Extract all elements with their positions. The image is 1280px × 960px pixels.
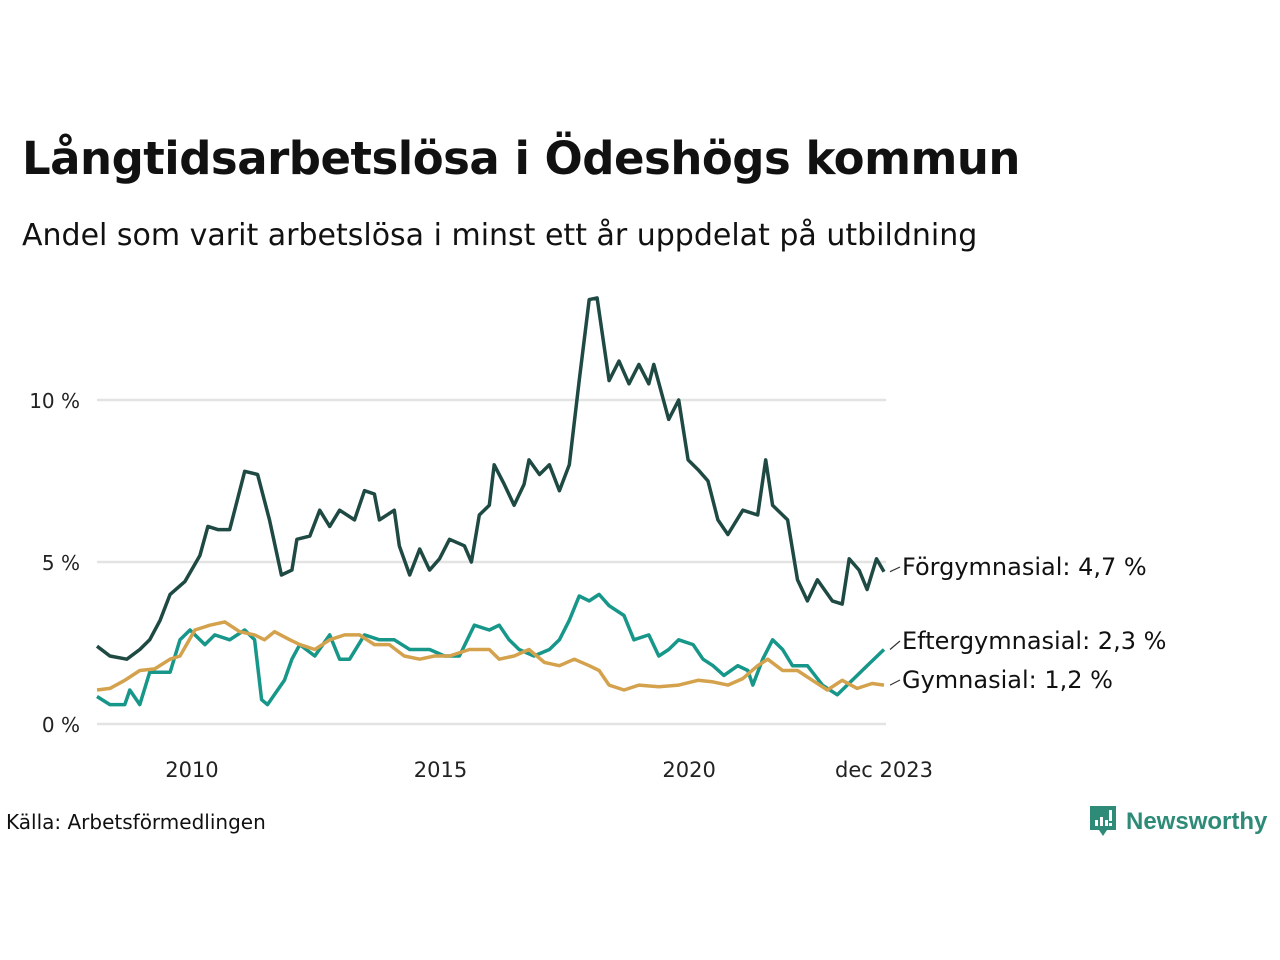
x-tick-label: 2020 bbox=[662, 758, 715, 782]
newsworthy-logo[interactable]: Newsworthy bbox=[1088, 804, 1267, 840]
series-label: Förgymnasial: 4,7 % bbox=[902, 553, 1147, 581]
newsworthy-logo-icon bbox=[1090, 806, 1116, 836]
series-line-förgymnasial bbox=[95, 296, 886, 661]
label-connector bbox=[889, 566, 901, 573]
y-tick-label: 5 % bbox=[42, 551, 80, 575]
label-connector bbox=[889, 679, 901, 686]
x-tick-label: 2015 bbox=[414, 758, 467, 782]
label-connector bbox=[889, 640, 901, 650]
series-line-gymnasial bbox=[96, 620, 885, 692]
y-tick-label: 10 % bbox=[29, 389, 80, 413]
x-tick-label: 2010 bbox=[165, 758, 218, 782]
chart-subtitle: Andel som varit arbetslösa i minst ett å… bbox=[22, 218, 978, 253]
series-label: Eftergymnasial: 2,3 % bbox=[902, 627, 1166, 655]
y-tick-label: 0 % bbox=[42, 713, 80, 737]
source-note: Källa: Arbetsförmedlingen bbox=[6, 810, 266, 834]
x-tick-label: dec 2023 bbox=[835, 758, 933, 782]
series-label: Gymnasial: 1,2 % bbox=[902, 666, 1113, 694]
chart-title: Långtidsarbetslösa i Ödeshögs kommun bbox=[22, 132, 1020, 185]
logo-text: Newsworthy bbox=[1126, 808, 1268, 835]
